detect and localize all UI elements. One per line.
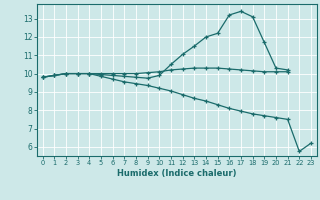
X-axis label: Humidex (Indice chaleur): Humidex (Indice chaleur) [117,169,236,178]
